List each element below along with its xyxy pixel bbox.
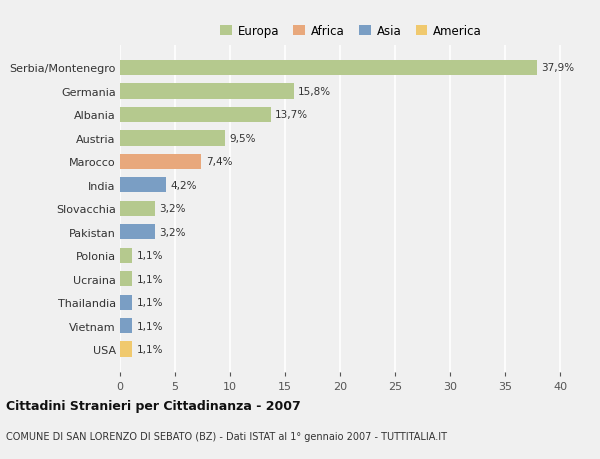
Bar (120, 248, 132, 263)
Text: 4,2%: 4,2% (170, 180, 197, 190)
Text: 1,1%: 1,1% (137, 344, 163, 354)
Text: 1,1%: 1,1% (137, 251, 163, 261)
Text: 1,1%: 1,1% (137, 321, 163, 331)
Bar (120, 224, 155, 240)
Bar (120, 319, 132, 334)
Text: 15,8%: 15,8% (298, 87, 331, 97)
Text: 3,2%: 3,2% (160, 227, 186, 237)
Bar (120, 107, 271, 123)
Text: 3,2%: 3,2% (160, 204, 186, 214)
Bar (120, 271, 132, 287)
Bar (120, 84, 294, 99)
Bar (120, 178, 166, 193)
Bar (120, 154, 202, 170)
Bar (120, 61, 537, 76)
Text: 7,4%: 7,4% (206, 157, 232, 167)
Legend: Europa, Africa, Asia, America: Europa, Africa, Asia, America (218, 22, 484, 40)
Bar (120, 131, 224, 146)
Bar (120, 295, 132, 310)
Text: COMUNE DI SAN LORENZO DI SEBATO (BZ) - Dati ISTAT al 1° gennaio 2007 - TUTTITALI: COMUNE DI SAN LORENZO DI SEBATO (BZ) - D… (6, 431, 447, 442)
Text: 1,1%: 1,1% (137, 297, 163, 308)
Text: 1,1%: 1,1% (137, 274, 163, 284)
Text: 13,7%: 13,7% (275, 110, 308, 120)
Bar (120, 201, 155, 217)
Bar (120, 342, 132, 357)
Text: 37,9%: 37,9% (541, 63, 574, 73)
Text: 9,5%: 9,5% (229, 134, 256, 144)
Text: Cittadini Stranieri per Cittadinanza - 2007: Cittadini Stranieri per Cittadinanza - 2… (6, 399, 301, 412)
